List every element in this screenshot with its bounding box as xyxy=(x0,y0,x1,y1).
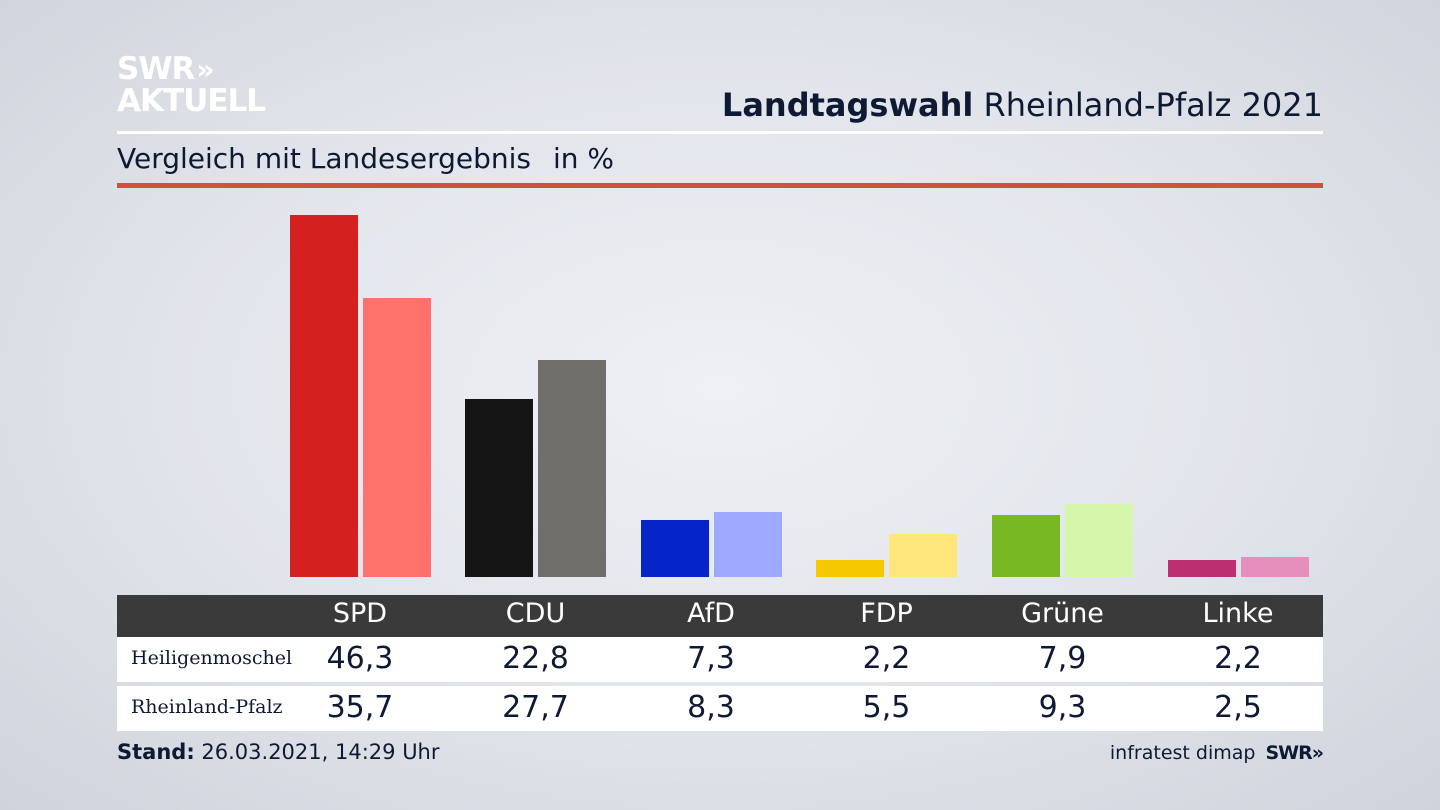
bar-afd-local xyxy=(640,520,709,577)
table-cell: 2,2 xyxy=(862,641,911,676)
bar-spd-state xyxy=(362,298,431,577)
table-cell: 2,2 xyxy=(1214,641,1262,676)
table-cell: 8,3 xyxy=(687,690,735,725)
row-label-heiligenmoschel: Heiligenmoschel xyxy=(131,647,293,669)
bar-fdp-state xyxy=(889,534,957,577)
swr-aktuell-logo: SWR» AKTUELL xyxy=(117,51,266,119)
title-divider xyxy=(117,131,1323,134)
logo-line2: AKTUELL xyxy=(117,83,266,119)
source-credit: infratest dimap SWR» xyxy=(1109,742,1324,764)
bar-linke-state xyxy=(1240,557,1309,577)
page-title: Landtagswahl Rheinland-Pfalz 2021 xyxy=(722,86,1323,124)
bar-cdu-local xyxy=(465,399,533,577)
table-cell: 27,7 xyxy=(502,690,569,725)
bar-grne-state xyxy=(1065,504,1133,577)
title-rest: Rheinland-Pfalz 2021 xyxy=(983,86,1323,124)
bar-afd-state xyxy=(713,512,782,577)
table-cell: 9,3 xyxy=(1038,690,1087,725)
subtitle-text: Vergleich mit Landesergebnis xyxy=(117,142,531,175)
table-header-fdp: FDP xyxy=(860,598,913,629)
table-row xyxy=(117,686,1323,731)
table-cell: 5,5 xyxy=(862,690,911,725)
table-row xyxy=(117,637,1323,682)
stand-label: Stand: xyxy=(117,740,195,764)
timestamp: Stand: 26.03.2021, 14:29 Uhr xyxy=(117,740,440,764)
chart-subtitle: Vergleich mit Landesergebnis in % xyxy=(117,142,614,175)
table-header-grne: Grüne xyxy=(1021,598,1104,629)
table-cell: 35,7 xyxy=(326,690,394,725)
row-label-rheinland-pfalz: Rheinland-Pfalz xyxy=(131,696,283,718)
swr-small-logo: SWR» xyxy=(1265,742,1324,764)
subtitle-divider xyxy=(117,183,1323,188)
table-cell: 46,3 xyxy=(326,641,394,676)
bar-spd-local xyxy=(289,215,358,577)
table-cell: 7,9 xyxy=(1038,641,1087,676)
table-header-spd: SPD xyxy=(332,598,388,629)
table-header xyxy=(117,595,1323,637)
bar-grne-local xyxy=(992,515,1060,577)
bar-chart xyxy=(289,215,1309,577)
title-bold: Landtagswahl xyxy=(721,86,974,124)
bar-linke-local xyxy=(1167,560,1236,577)
bar-fdp-local xyxy=(816,560,884,577)
source-text: infratest dimap xyxy=(1109,742,1256,764)
table-header-cdu: CDU xyxy=(505,598,566,629)
table-cell: 22,8 xyxy=(502,641,569,676)
table-cell: 2,5 xyxy=(1214,690,1262,725)
table-header-afd: AfD xyxy=(687,598,735,629)
stand-value: 26.03.2021, 14:29 Uhr xyxy=(201,740,440,764)
table-header-linke: Linke xyxy=(1202,598,1274,629)
bar-cdu-state xyxy=(538,360,606,577)
logo-line1: SWR xyxy=(117,51,195,87)
table-cell: 7,3 xyxy=(687,641,735,676)
subtitle-unit: in % xyxy=(552,142,615,175)
